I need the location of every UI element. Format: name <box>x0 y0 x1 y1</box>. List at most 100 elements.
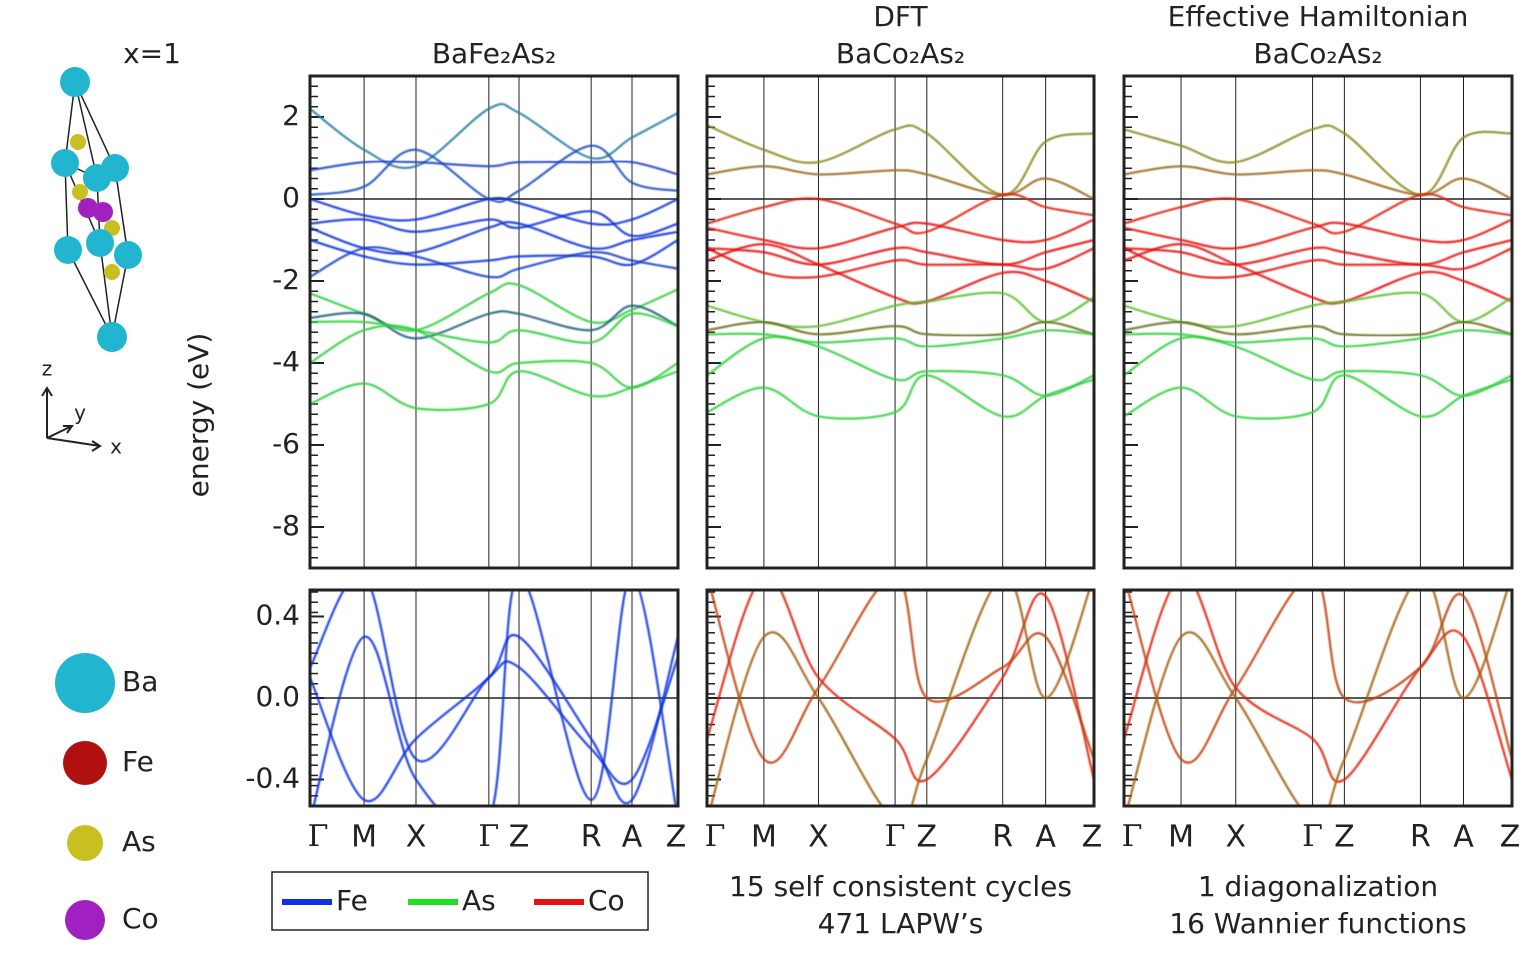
y-tick-label: -0.4 <box>245 762 300 795</box>
band <box>1124 247 1512 279</box>
band <box>707 218 1094 250</box>
figure-label: x=1 <box>123 37 181 70</box>
atom-swatch <box>63 741 107 785</box>
x-tick-label: R <box>1410 820 1431 855</box>
band <box>310 221 678 255</box>
panel-frame <box>308 588 680 808</box>
crystal-axes <box>41 386 102 452</box>
x-tick-label: M <box>1168 820 1194 855</box>
bands <box>707 124 1094 420</box>
x-tick-label: A <box>1453 820 1474 855</box>
legend-label: Co <box>588 884 625 917</box>
x-tick-label: Z <box>666 820 687 855</box>
axis-z: z <box>42 357 53 381</box>
y-tick-label: -2 <box>272 263 300 296</box>
bands <box>707 590 1094 806</box>
band <box>707 374 1094 420</box>
panel-frame <box>1122 74 1514 570</box>
x-tick-label: Z <box>509 820 530 855</box>
panel-frame <box>1122 588 1514 808</box>
y-tick-label: 2 <box>282 99 300 132</box>
legend-label: Fe <box>336 884 368 917</box>
atom-swatch <box>67 825 103 861</box>
band <box>1124 193 1512 235</box>
band <box>310 144 678 203</box>
band <box>1124 124 1512 196</box>
band <box>310 312 678 344</box>
x-tick-label: A <box>1035 820 1056 855</box>
legend-box <box>271 871 649 931</box>
band <box>310 282 678 332</box>
band <box>707 247 1094 279</box>
band <box>707 193 1094 235</box>
band <box>310 239 678 267</box>
y-tick-label: 0 <box>282 181 300 214</box>
band <box>709 590 1094 764</box>
y-axis-label: energy (eV) <box>182 333 215 498</box>
panel-title: DFT <box>873 0 928 33</box>
band <box>310 210 678 238</box>
band <box>1124 320 1512 337</box>
bands <box>310 590 678 806</box>
x-tick-label: A <box>622 820 643 855</box>
x-tick-label: X <box>406 820 427 855</box>
atom-swatch <box>55 653 115 713</box>
x-tick-label: Z <box>1082 820 1103 855</box>
x-tick-label: Z <box>917 820 938 855</box>
x-tick-label: M <box>751 820 777 855</box>
legend-label: As <box>462 884 496 917</box>
axis-y: y <box>74 401 86 425</box>
panel-title: BaFe₂As₂ <box>432 37 556 70</box>
band <box>707 320 1094 337</box>
band <box>310 324 678 389</box>
x-tick-label: Γ <box>478 819 499 854</box>
x-tick-label: X <box>1225 820 1246 855</box>
atom-label: Fe <box>122 745 154 778</box>
x-tick-label: X <box>808 820 829 855</box>
band <box>1124 329 1512 348</box>
panel-frame <box>308 74 680 570</box>
atom-label: Co <box>122 902 159 935</box>
band <box>310 370 678 411</box>
band <box>310 246 678 279</box>
atom-label: As <box>122 825 156 858</box>
x-tick-label: Γ <box>705 819 726 854</box>
panel-frame <box>705 74 1096 570</box>
band <box>707 124 1094 196</box>
panel-title: BaCo₂As₂ <box>1253 37 1382 70</box>
band <box>310 304 678 340</box>
band <box>707 329 1094 348</box>
band <box>1124 218 1512 250</box>
band <box>310 196 678 226</box>
band <box>709 590 1091 806</box>
panel-caption: 1 diagonalization <box>1198 870 1438 903</box>
atom-label: Ba <box>122 665 158 698</box>
band <box>310 160 678 176</box>
x-tick-label: Z <box>1500 820 1521 855</box>
bands <box>310 103 678 411</box>
panel-title: BaCo₂As₂ <box>836 37 965 70</box>
crystal-atoms <box>51 67 142 352</box>
band <box>1124 239 1512 266</box>
bands <box>1124 124 1512 420</box>
x-tick-label: Γ <box>1122 819 1143 854</box>
panel-caption: 15 self consistent cycles <box>729 870 1072 903</box>
band <box>707 165 1094 200</box>
x-tick-label: R <box>992 820 1013 855</box>
band <box>707 239 1094 266</box>
band <box>312 590 677 806</box>
band <box>310 103 678 169</box>
x-tick-label: Γ <box>1302 819 1323 854</box>
band <box>310 634 678 804</box>
atom-swatch <box>65 900 105 940</box>
y-tick-label: -8 <box>272 509 300 542</box>
panel-title: Effective Hamiltonian <box>1168 0 1469 33</box>
y-tick-label: -4 <box>272 345 300 378</box>
band <box>1124 590 1512 783</box>
x-tick-label: Γ <box>885 819 906 854</box>
panel-frame <box>705 588 1096 808</box>
band <box>1124 374 1512 420</box>
x-tick-label: Γ <box>308 819 329 854</box>
bands <box>1124 590 1512 806</box>
